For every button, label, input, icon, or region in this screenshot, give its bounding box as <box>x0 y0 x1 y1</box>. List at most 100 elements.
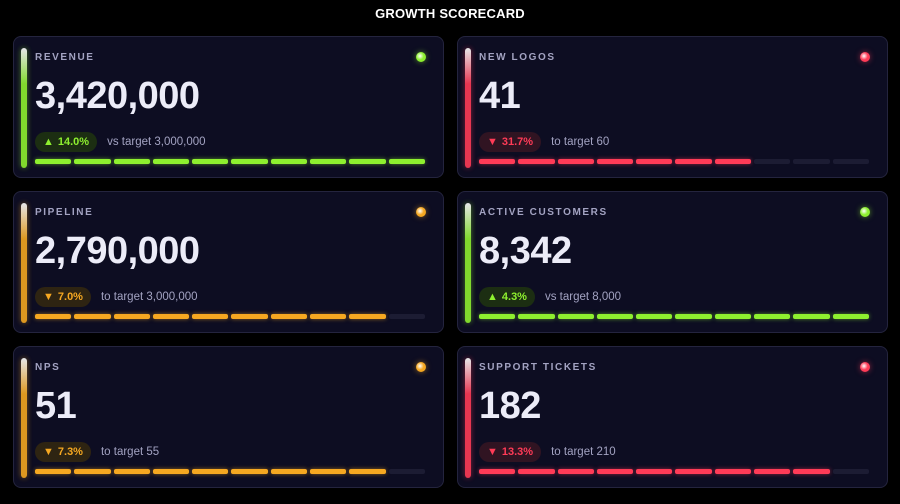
progress-segment <box>270 314 308 319</box>
kpi-label: PIPELINE <box>35 207 94 218</box>
kpi-card-active-customers[interactable]: ACTIVE CUSTOMERS 8,342 ▲ 4.3% vs target … <box>457 191 888 333</box>
delta-row: ▲ 14.0% vs target 3,000,000 <box>35 132 206 152</box>
progress-segment <box>832 159 869 164</box>
progress-segment <box>310 314 347 319</box>
status-dot-icon <box>416 362 426 372</box>
progress-segment <box>74 469 111 474</box>
trend-arrow-icon: ▼ <box>43 446 54 458</box>
progress-segment <box>557 469 594 474</box>
progress-segment <box>349 159 386 164</box>
delta-badge: ▲ 4.3% <box>479 287 535 307</box>
delta-value: 7.0% <box>57 291 83 303</box>
progress-segment <box>152 469 190 474</box>
progress-segments <box>479 159 869 164</box>
progress-segment <box>270 159 308 164</box>
progress-segment <box>754 469 791 474</box>
progress-segment <box>152 159 190 164</box>
progress-segment <box>636 469 673 474</box>
progress-segment <box>596 314 634 319</box>
kpi-card-revenue[interactable]: REVENUE 3,420,000 ▲ 14.0% vs target 3,00… <box>13 36 444 178</box>
status-dot-icon <box>416 52 426 62</box>
progress-segment <box>675 159 712 164</box>
kpi-value: 41 <box>479 75 521 117</box>
delta-row: ▼ 7.0% to target 3,000,000 <box>35 287 198 307</box>
kpi-value: 182 <box>479 385 541 427</box>
progress-segment <box>388 469 425 474</box>
progress-segment <box>557 159 594 164</box>
delta-value: 4.3% <box>501 291 527 303</box>
progress-segment <box>192 469 229 474</box>
progress-segment <box>192 159 229 164</box>
target-note: to target 3,000,000 <box>100 291 198 303</box>
kpi-card-pipeline[interactable]: PIPELINE 2,790,000 ▼ 7.0% to target 3,00… <box>13 191 444 333</box>
delta-row: ▲ 4.3% vs target 8,000 <box>479 287 621 307</box>
kpi-value: 3,420,000 <box>35 75 200 117</box>
target-note: vs target 3,000,000 <box>107 136 206 148</box>
progress-segment <box>714 314 752 319</box>
kpi-label: REVENUE <box>35 52 95 63</box>
progress-segment <box>793 469 830 474</box>
kpi-card-nps[interactable]: NPS 51 ▼ 7.3% to target 55 <box>13 346 444 488</box>
kpi-card-new-logos[interactable]: NEW LOGOS 41 ▼ 31.7% to target 60 <box>457 36 888 178</box>
status-accent-bar <box>21 358 27 478</box>
kpi-value: 8,342 <box>479 230 572 272</box>
trend-arrow-icon: ▼ <box>487 446 498 458</box>
status-accent-bar <box>465 48 471 168</box>
status-dot-icon <box>860 362 870 372</box>
status-accent-bar <box>465 203 471 323</box>
trend-arrow-icon: ▲ <box>487 291 498 303</box>
target-note: vs target 8,000 <box>544 291 622 303</box>
kpi-value: 2,790,000 <box>35 230 200 272</box>
kpi-label: NEW LOGOS <box>479 52 556 63</box>
progress-segment <box>793 314 830 319</box>
progress-segment <box>74 314 111 319</box>
progress-segment <box>518 159 555 164</box>
trend-arrow-icon: ▲ <box>43 136 54 148</box>
progress-segment <box>35 469 72 474</box>
delta-row: ▼ 7.3% to target 55 <box>35 442 159 462</box>
progress-segment <box>152 314 190 319</box>
kpi-card-support-tickets[interactable]: SUPPORT TICKETS 182 ▼ 13.3% to target 21… <box>457 346 888 488</box>
progress-segment <box>349 314 386 319</box>
progress-segment <box>518 314 555 319</box>
trend-arrow-icon: ▼ <box>487 136 498 148</box>
progress-segment <box>310 159 347 164</box>
progress-segment <box>35 314 72 319</box>
status-accent-bar <box>21 203 27 323</box>
scorecard-grid: REVENUE 3,420,000 ▲ 14.0% vs target 3,00… <box>13 36 888 488</box>
progress-segment <box>479 159 516 164</box>
progress-segment <box>714 159 752 164</box>
delta-row: ▼ 13.3% to target 210 <box>479 442 616 462</box>
progress-segment <box>192 314 229 319</box>
progress-segment <box>388 159 425 164</box>
progress-segment <box>231 314 268 319</box>
progress-segment <box>270 469 308 474</box>
progress-segment <box>596 159 634 164</box>
progress-segment <box>388 314 425 319</box>
status-accent-bar <box>21 48 27 168</box>
kpi-label: NPS <box>35 362 61 373</box>
delta-value: 31.7% <box>501 136 534 148</box>
progress-segment <box>113 469 150 474</box>
progress-segment <box>231 159 268 164</box>
progress-segment <box>231 469 268 474</box>
progress-segment <box>479 469 516 474</box>
progress-segment <box>113 314 150 319</box>
status-dot-icon <box>860 52 870 62</box>
progress-segment <box>35 159 72 164</box>
progress-segment <box>518 469 555 474</box>
progress-segment <box>675 469 712 474</box>
target-note: to target 55 <box>100 446 160 458</box>
progress-segment <box>349 469 386 474</box>
progress-segments <box>479 469 869 474</box>
progress-segment <box>636 159 673 164</box>
target-note: to target 60 <box>551 136 610 148</box>
progress-segment <box>793 159 830 164</box>
progress-segment <box>113 159 150 164</box>
kpi-label: ACTIVE CUSTOMERS <box>479 207 608 218</box>
progress-segment <box>74 159 111 164</box>
delta-badge: ▲ 14.0% <box>35 132 98 152</box>
delta-badge: ▼ 7.3% <box>35 442 91 462</box>
page-title: GROWTH SCORECARD <box>375 6 525 21</box>
status-accent-bar <box>465 358 471 478</box>
